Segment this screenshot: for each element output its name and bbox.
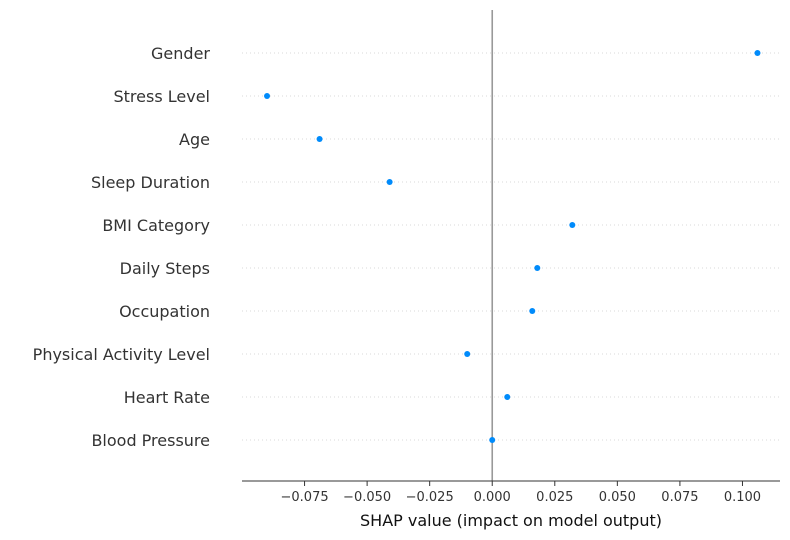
x-tick-label: 0.000 [474,490,511,505]
x-tick-label: −0.050 [343,490,391,505]
feature-labels: Gender Stress Level Age Sleep Duration BMI C… [33,44,211,450]
feature-label: Sleep Duration [91,173,210,192]
shap-point [569,222,576,228]
x-tick-label: 0.100 [724,490,761,505]
shap-point [489,437,496,443]
shap-point [316,136,323,142]
feature-label: Age [179,130,210,149]
x-tick-label: −0.075 [281,490,329,505]
feature-label: BMI Category [102,216,210,235]
shap-point [464,351,471,357]
feature-guide-lines [242,52,780,441]
x-tick-label: 0.025 [536,490,573,505]
shap-points [264,50,761,443]
x-tick-label: 0.075 [661,490,698,505]
shap-point [504,394,511,400]
feature-label: Gender [151,44,210,63]
x-tick-label: −0.025 [406,490,454,505]
feature-label: Stress Level [114,87,211,106]
shap-point [386,179,393,185]
feature-label: Occupation [119,302,210,321]
shap-point [754,50,761,56]
x-axis-ticks: −0.075 −0.050 −0.025 0.000 0.025 0.050 0.075 0.… [281,481,761,505]
shap-point [534,265,541,271]
x-tick-label: 0.050 [599,490,636,505]
feature-label: Daily Steps [120,259,210,278]
shap-point [264,93,271,99]
feature-label: Physical Activity Level [33,345,210,364]
feature-label: Heart Rate [124,388,210,407]
x-axis-title: SHAP value (impact on model output) [360,511,662,530]
feature-label: Blood Pressure [91,431,210,450]
shap-point [529,308,536,314]
